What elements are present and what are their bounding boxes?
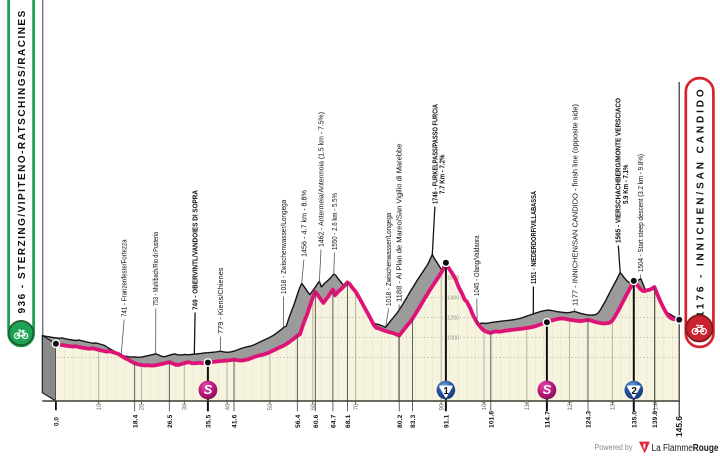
svg-text:83.3: 83.3 [410,414,417,428]
svg-text:1018 - Zwischenwasser/Longega: 1018 - Zwischenwasser/Longega [281,200,288,294]
svg-text:1177 - INNICHEN/SAN CANDIDO -: 1177 - INNICHEN/SAN CANDIDO - finish lin… [572,104,579,306]
svg-text:80.2: 80.2 [397,414,404,428]
svg-text:130: 130 [610,399,617,410]
svg-text:90: 90 [438,403,445,411]
svg-text:60: 60 [310,403,317,411]
svg-text:1456 - 4.7 km - 8.8%: 1456 - 4.7 km - 8.8% [301,190,308,257]
svg-text:753 - Muhlbach/Rio di Pusteria: 753 - Muhlbach/Rio di Pusteria [153,232,160,306]
svg-text:2: 2 [631,386,637,397]
svg-text:56.4: 56.4 [295,414,302,428]
svg-text:Powered by: Powered by [595,442,634,452]
svg-text:26.5: 26.5 [167,414,174,428]
svg-text:41.6: 41.6 [232,414,239,428]
svg-text:68.1: 68.1 [345,414,352,428]
svg-text:779 - Kiens/Chienes: 779 - Kiens/Chienes [218,267,225,334]
svg-text:140: 140 [652,399,659,410]
svg-text:10: 10 [96,403,103,411]
svg-text:La FlammeRouge: La FlammeRouge [652,443,719,454]
svg-text:64.7: 64.7 [331,414,338,428]
svg-text:S: S [204,382,213,397]
svg-text:0.0: 0.0 [54,417,61,426]
svg-text:40: 40 [224,403,231,411]
svg-text:114.7: 114.7 [545,411,552,428]
svg-text:749 - OBERVINTL/VANDOIES DI SO: 749 - OBERVINTL/VANDOIES DI SOPRA [193,190,200,310]
svg-text:1045 - Olang/Valdaora: 1045 - Olang/Valdaora [474,235,481,296]
svg-text:1151 - NIEDERDORF/VILLABASSA: 1151 - NIEDERDORF/VILLABASSA [531,191,538,284]
svg-text:1: 1 [443,386,449,397]
svg-text:110: 110 [524,400,531,411]
svg-text:30: 30 [182,403,189,411]
svg-text:70: 70 [353,403,360,411]
svg-text:1550 - 2.6 km - 5.5%: 1550 - 2.6 km - 5.5% [332,193,339,250]
svg-text:145.6: 145.6 [674,416,684,437]
svg-text:1188 - Al Plan de Mareo/San Vi: 1188 - Al Plan de Mareo/San Vigilio di M… [397,143,404,302]
svg-text:139.8: 139.8 [652,411,659,428]
svg-text:7.7 Km - 7.2%: 7.7 Km - 7.2% [440,154,447,194]
svg-text:936 - STERZING/VIPITENO-RATSCH: 936 - STERZING/VIPITENO-RATSCHINGS/RACIN… [17,9,28,313]
svg-text:1746 - FURKELPASS/PASSO FURCIA: 1746 - FURKELPASS/PASSO FURCIA [432,104,439,204]
svg-text:1504 - Start steep descent (3.: 1504 - Start steep descent (3.2 km - 9.8… [638,154,645,272]
svg-text:741 - Franzenfeste/Fortezza: 741 - Franzenfeste/Fortezza [122,239,129,317]
svg-text:35.5: 35.5 [206,414,213,428]
svg-text:5.9 Km - 7.1%: 5.9 Km - 7.1% [623,164,630,204]
svg-text:135.0: 135.0 [631,411,638,428]
svg-text:101.6: 101.6 [488,411,495,428]
svg-text:50: 50 [267,403,274,411]
svg-text:1400: 1400 [447,296,459,302]
svg-text:1462 - Antermeia/Antermoia (1.: 1462 - Antermeia/Antermoia (1.5 km - 7.5… [318,112,325,247]
svg-text:20: 20 [139,403,146,411]
svg-text:120: 120 [567,399,574,410]
svg-text:91.1: 91.1 [444,414,451,428]
svg-text:1176 - INNICHEN/SAN CANDIDO: 1176 - INNICHEN/SAN CANDIDO [696,86,707,317]
svg-text:1018 - Zwischenwasser/Longega: 1018 - Zwischenwasser/Longega [386,213,393,306]
svg-text:60.6: 60.6 [313,414,320,428]
svg-text:18.4: 18.4 [132,414,139,428]
svg-text:124.3: 124.3 [586,411,593,428]
svg-text:1565 - VIERSCHACHBERG/MONTE VE: 1565 - VIERSCHACHBERG/MONTE VERSCIACO [616,98,623,243]
svg-text:S: S [543,382,552,397]
svg-text:100: 100 [481,399,488,410]
svg-text:1000: 1000 [447,336,459,342]
svg-text:1200: 1200 [447,316,459,322]
